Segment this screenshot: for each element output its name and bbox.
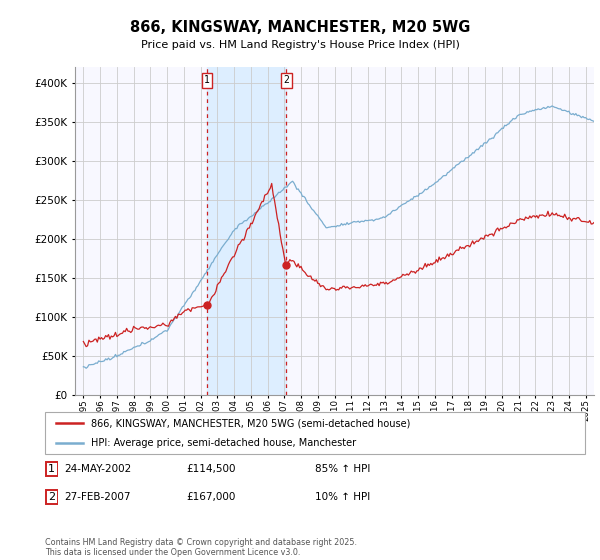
Text: 24-MAY-2002: 24-MAY-2002: [64, 464, 131, 474]
Text: 866, KINGSWAY, MANCHESTER, M20 5WG: 866, KINGSWAY, MANCHESTER, M20 5WG: [130, 20, 470, 35]
Bar: [207, 67, 286, 395]
Text: 866, KINGSWAY, MANCHESTER, M20 5WG (semi-detached house): 866, KINGSWAY, MANCHESTER, M20 5WG (semi…: [91, 418, 410, 428]
Text: 2: 2: [283, 76, 289, 85]
Text: 85% ↑ HPI: 85% ↑ HPI: [315, 464, 370, 474]
Text: 10% ↑ HPI: 10% ↑ HPI: [315, 492, 370, 502]
Text: 1: 1: [48, 464, 55, 474]
Text: 1: 1: [204, 76, 210, 85]
Text: 2: 2: [48, 492, 55, 502]
Text: 27-FEB-2007: 27-FEB-2007: [64, 492, 131, 502]
Text: Price paid vs. HM Land Registry's House Price Index (HPI): Price paid vs. HM Land Registry's House …: [140, 40, 460, 50]
Text: £114,500: £114,500: [186, 464, 235, 474]
Text: £167,000: £167,000: [186, 492, 235, 502]
Text: Contains HM Land Registry data © Crown copyright and database right 2025.
This d: Contains HM Land Registry data © Crown c…: [45, 538, 357, 557]
Text: HPI: Average price, semi-detached house, Manchester: HPI: Average price, semi-detached house,…: [91, 438, 356, 447]
